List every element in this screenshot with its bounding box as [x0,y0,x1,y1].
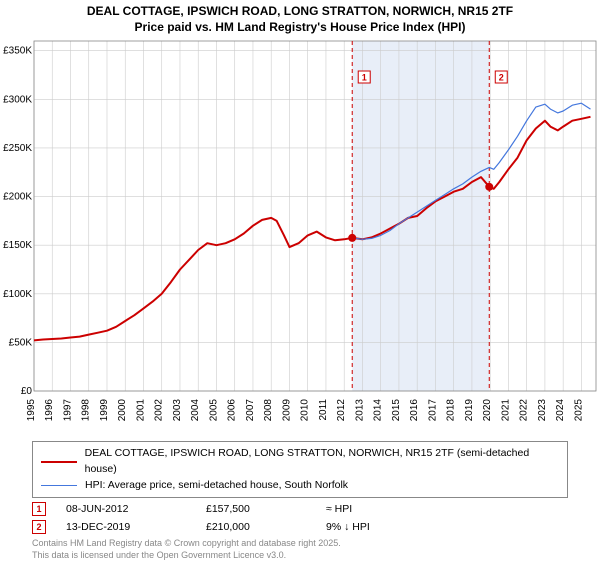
x-tick-label: 1999 [99,399,110,422]
x-tick-label: 2022 [519,399,530,422]
x-tick-label: 2006 [227,399,238,422]
y-tick-label: £350K [3,46,32,57]
x-tick-label: 2020 [482,399,493,422]
legend-label: HPI: Average price, semi-detached house,… [85,478,348,494]
x-tick-label: 2007 [245,399,256,422]
sale-range: 9% ↓ HPI [326,521,370,533]
footer-line-2: This data is licensed under the Open Gov… [32,550,568,562]
sale-row: 2 13-DEC-2019£210,0009% ↓ HPI [32,520,568,534]
x-tick-label: 2013 [354,399,365,422]
x-tick-label: 1996 [44,399,55,422]
x-tick-label: 2004 [190,399,201,422]
sale-dot [485,183,493,191]
sale-price: £157,500 [206,503,326,515]
x-tick-label: 2019 [464,399,475,422]
x-tick-label: 2011 [318,399,329,421]
chart-svg: £0 £50K £100K £150K £200K £250K £300K £350K 1995… [0,35,600,435]
x-tick-label: 2017 [427,399,438,422]
legend-item: HPI: Average price, semi-detached house,… [41,478,559,494]
x-tick-label: 2009 [281,399,292,422]
legend-swatch [41,485,77,486]
footer-line-1: Contains HM Land Registry data © Crown c… [32,538,568,550]
x-tick-label: 2014 [373,399,384,422]
x-tick-label: 2005 [208,399,219,422]
x-tick-label: 2025 [573,399,584,422]
x-tick-label: 2015 [391,399,402,422]
sale-range: ≈ HPI [326,503,352,515]
footer-attrib: Contains HM Land Registry data © Crown c… [32,538,568,561]
legend-swatch [41,461,77,463]
y-tick-label: £100K [3,289,32,300]
sale-marker: 2 [32,520,46,534]
shaded-band [352,41,489,391]
legend-label: DEAL COTTAGE, IPSWICH ROAD, LONG STRATTO… [85,446,559,478]
title-line-1: DEAL COTTAGE, IPSWICH ROAD, LONG STRATTO… [0,4,600,20]
y-tick-label: £0 [21,386,33,397]
x-tick-label: 1998 [81,399,92,422]
series-line-0 [34,117,591,341]
y-tick-label: £50K [9,338,33,349]
sale-marker-num: 2 [499,73,504,83]
x-tick-label: 2018 [446,399,457,422]
y-tick-label: £300K [3,95,32,106]
x-tick-label: 2008 [263,399,274,422]
legend-item: DEAL COTTAGE, IPSWICH ROAD, LONG STRATTO… [41,446,559,478]
sale-row: 1 08-JUN-2012£157,500≈ HPI [32,502,568,516]
x-tick-label: 2003 [172,399,183,422]
sale-marker: 1 [32,502,46,516]
x-tick-label: 2021 [500,399,511,422]
y-tick-label: £150K [3,240,32,251]
x-tick-label: 2023 [537,399,548,422]
x-tick-label: 2001 [135,399,146,422]
sale-date: 08-JUN-2012 [66,503,206,515]
plot-border [34,41,596,391]
legend: DEAL COTTAGE, IPSWICH ROAD, LONG STRATTO… [32,441,568,498]
x-tick-label: 1997 [62,399,73,422]
chart-plot-area: £0 £50K £100K £150K £200K £250K £300K £350K 1995… [0,35,600,435]
x-tick-label: 2016 [409,399,420,422]
y-tick-label: £250K [3,143,32,154]
x-tick-label: 2000 [117,399,128,422]
sale-marker-num: 1 [362,73,367,83]
title-line-2: Price paid vs. HM Land Registry's House … [0,20,600,36]
chart-title: DEAL COTTAGE, IPSWICH ROAD, LONG STRATTO… [0,0,600,35]
x-tick-label: 2012 [336,399,347,422]
sale-date: 13-DEC-2019 [66,521,206,533]
x-tick-label: 1995 [26,399,37,422]
x-tick-label: 2010 [300,399,311,422]
sale-price: £210,000 [206,521,326,533]
x-tick-label: 2002 [154,399,165,422]
sale-dot [348,234,356,242]
sale-list: 1 08-JUN-2012£157,500≈ HPI 2 13-DEC-2019£21… [32,502,568,534]
y-tick-label: £200K [3,192,32,203]
x-tick-label: 2024 [555,399,566,422]
